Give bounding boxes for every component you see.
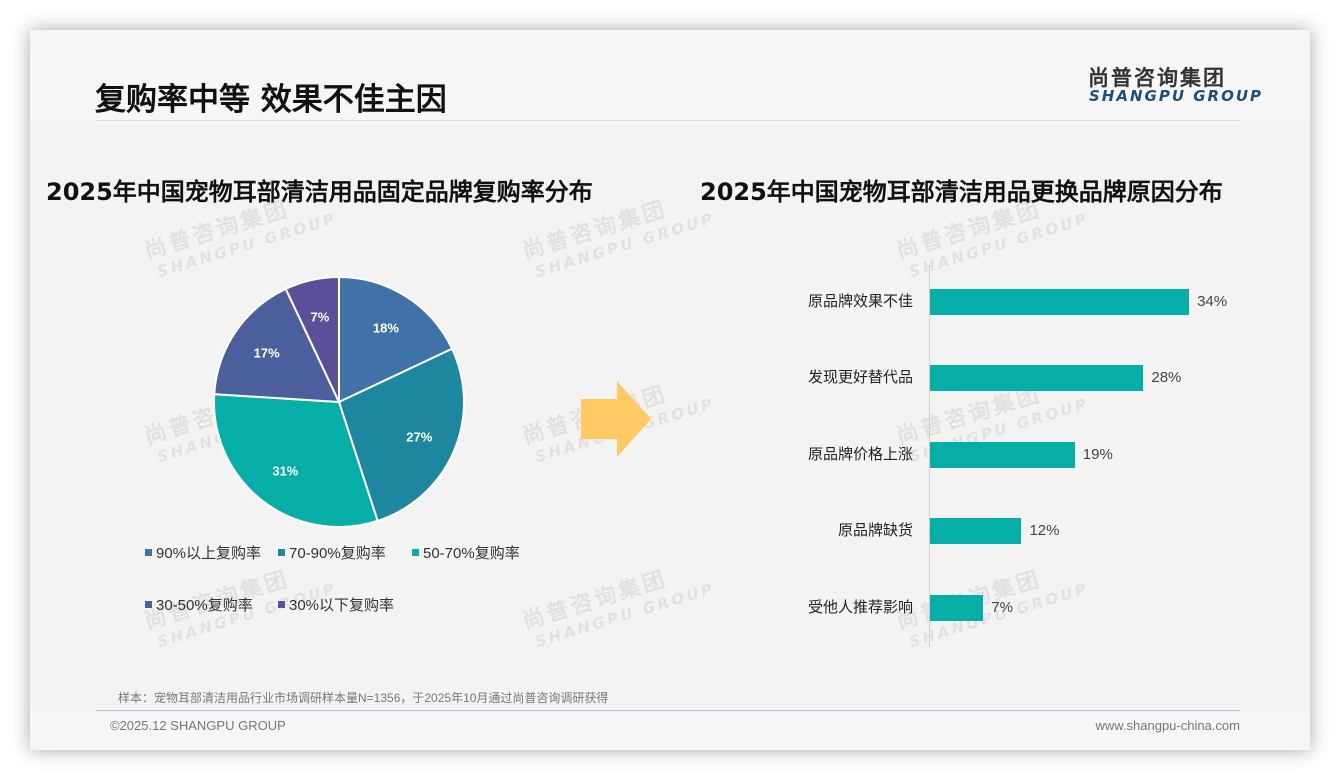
pie-slice: [337, 347, 465, 523]
header-band: [30, 30, 1310, 120]
pie-slice: [338, 275, 454, 404]
pie-slice-label: 17%: [253, 345, 280, 361]
bar-category-label: 发现更好替代品: [807, 369, 913, 386]
bar: [930, 289, 1190, 315]
website-link[interactable]: www.shangpu-china.com: [1095, 718, 1240, 733]
pie-slice-label: 27%: [406, 429, 433, 445]
legend-label: 30-50%复购率: [156, 597, 253, 614]
legend-item: 50-70%复购率: [412, 542, 520, 563]
legend-label: 90%以上复购率: [156, 545, 262, 562]
bar-row: 原品牌效果不佳 34%: [30, 289, 1310, 315]
legend-swatch: [278, 601, 285, 608]
bar: [930, 595, 984, 621]
bar-value-label: 19%: [1082, 446, 1113, 463]
legend-label: 30%以下复购率: [289, 597, 395, 614]
bar: [930, 365, 1144, 391]
bar-category-label: 原品牌价格上涨: [807, 446, 913, 463]
bar-value-label: 34%: [1197, 293, 1228, 310]
pie-slice: [284, 275, 340, 403]
pie-slice: [213, 393, 379, 528]
bar-category-label: 原品牌缺货: [837, 522, 913, 539]
bar-row: 受他人推荐影响 7%: [30, 595, 1310, 621]
bar-chart-title: 2025年中国宠物耳部清洁用品更换品牌原因分布: [700, 178, 1223, 206]
slide: 复购率中等 效果不佳主因 尚普咨询集团 SHANGPU GROUP 尚普咨询集团…: [30, 30, 1310, 750]
legend-item: 90%以上复购率: [145, 542, 261, 563]
logo-chinese: 尚普咨询集团: [1088, 66, 1226, 90]
bar-row: 原品牌缺货 12%: [30, 518, 1310, 544]
bar-value-label: 28%: [1151, 369, 1182, 386]
right-arrow-icon: [581, 381, 651, 457]
legend-swatch: [278, 549, 285, 556]
legend-item: 70-90%复购率: [278, 542, 386, 563]
footer-divider: [96, 710, 1240, 711]
bar-chart-axis: [929, 265, 930, 647]
bar: [930, 518, 1022, 544]
legend-item: 30-50%复购率: [145, 594, 253, 615]
legend-label: 50-70%复购率: [423, 545, 520, 562]
copyright: ©2025.12 SHANGPU GROUP: [110, 718, 286, 733]
page-title: 复购率中等 效果不佳主因: [95, 82, 447, 118]
bar-value-label: 12%: [1029, 522, 1060, 539]
pie-slice: [213, 287, 341, 404]
footnote: 样本：宠物耳部清洁用品行业市场调研样本量N=1356，于2025年10月通过尚普…: [118, 691, 609, 705]
pie-slice-label: 31%: [272, 463, 299, 479]
bar-category-label: 原品牌效果不佳: [807, 293, 913, 310]
bar-row: 原品牌价格上涨 19%: [30, 442, 1310, 468]
legend-swatch: [145, 601, 152, 608]
bar-value-label: 7%: [991, 599, 1014, 616]
legend-item: 30%以下复购率: [278, 594, 394, 615]
pie-slice-label: 18%: [372, 320, 399, 336]
logo-english: SHANGPU GROUP: [1089, 87, 1264, 105]
legend-label: 70-90%复购率: [289, 545, 386, 562]
legend-swatch: [412, 549, 419, 556]
pie-slice-label: 7%: [310, 309, 330, 325]
pie-chart-svg: [213, 275, 465, 528]
legend-swatch: [145, 549, 152, 556]
header-divider: [96, 120, 1240, 121]
pie-chart-title: 2025年中国宠物耳部清洁用品固定品牌复购率分布: [46, 178, 593, 206]
bar-row: 发现更好替代品 28%: [30, 365, 1310, 391]
footer-band: [30, 711, 1310, 750]
bar-category-label: 受他人推荐影响: [807, 599, 913, 616]
bar: [930, 442, 1075, 468]
